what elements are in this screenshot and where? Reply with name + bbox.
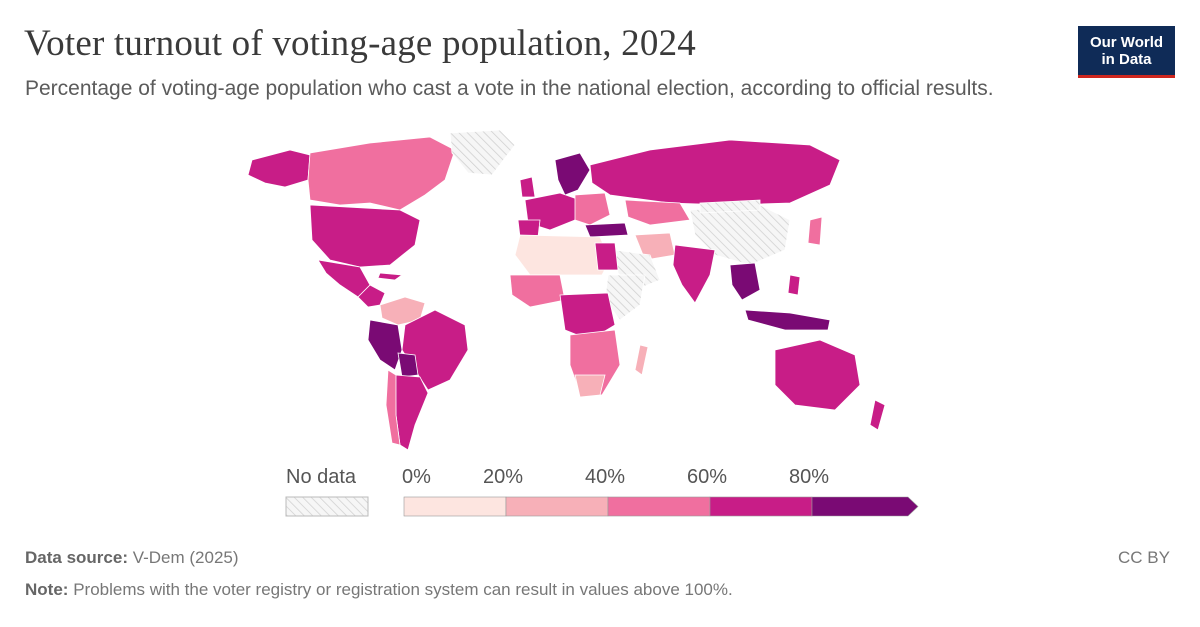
- map-region-uk[interactable]: [519, 176, 536, 198]
- legend-tick-label: 20%: [483, 466, 524, 488]
- source-label: Data source:: [25, 548, 128, 567]
- map-region-india[interactable]: [672, 244, 716, 304]
- note-label: Note:: [25, 580, 69, 599]
- map-region-egypt[interactable]: [594, 242, 619, 271]
- legend-no-data-swatch: [285, 496, 369, 517]
- map-region-greenland[interactable]: [449, 129, 516, 176]
- legend-tick-label: 80%: [789, 466, 830, 488]
- map-region-eastern-europe[interactable]: [574, 192, 611, 226]
- map-region-chile[interactable]: [385, 369, 401, 446]
- source-value[interactable]: V-Dem (2025): [132, 548, 239, 567]
- legend-tick-label: 40%: [585, 466, 626, 488]
- map-region-bolivia[interactable]: [397, 352, 419, 378]
- map-region-alaska[interactable]: [247, 149, 311, 188]
- logo-line-1: Our World: [1089, 33, 1164, 51]
- map-region-iberia[interactable]: [517, 219, 541, 238]
- map-region-peru[interactable]: [367, 319, 403, 371]
- map-region-new-zealand[interactable]: [869, 399, 886, 431]
- legend-bin-4[interactable]: [811, 496, 919, 517]
- map-region-north-africa[interactable]: [514, 234, 611, 276]
- map-region-kazakhstan[interactable]: [624, 199, 691, 226]
- map-region-madagascar[interactable]: [634, 344, 649, 376]
- map-region-russia[interactable]: [589, 139, 841, 206]
- legend-tick-label: 0%: [402, 466, 431, 488]
- map-region-southeast-asia[interactable]: [729, 262, 761, 301]
- license-badge[interactable]: CC BY: [1118, 548, 1170, 567]
- legend-tick-label: 60%: [687, 466, 728, 488]
- map-region-west-africa[interactable]: [509, 274, 566, 308]
- map-region-canada[interactable]: [307, 136, 456, 211]
- chart-note: Note: Problems with the voter registry o…: [25, 580, 733, 600]
- map-region-cuba[interactable]: [377, 272, 404, 281]
- legend-bin-3[interactable]: [709, 496, 813, 517]
- map-region-south-africa[interactable]: [574, 374, 606, 398]
- logo-line-2: in Data: [1101, 50, 1152, 68]
- map-region-philippines[interactable]: [787, 274, 801, 296]
- legend-bin-1[interactable]: [505, 496, 609, 517]
- map-region-turkey[interactable]: [584, 222, 629, 238]
- data-source: Data source: V-Dem (2025): [25, 548, 239, 568]
- map-region-central-america[interactable]: [357, 284, 386, 308]
- map-region-australia[interactable]: [774, 339, 861, 411]
- map-region-scandinavia[interactable]: [554, 152, 591, 196]
- map-region-mongolia[interactable]: [699, 199, 761, 214]
- world-map[interactable]: [230, 125, 920, 455]
- legend-bin-0[interactable]: [403, 496, 507, 517]
- chart-subtitle: Percentage of voting-age population who …: [25, 77, 994, 100]
- map-region-indonesia[interactable]: [744, 309, 831, 331]
- legend-bin-2[interactable]: [607, 496, 711, 517]
- map-region-japan[interactable]: [807, 216, 823, 246]
- chart-title: Voter turnout of voting-age population, …: [24, 23, 696, 64]
- map-region-usa[interactable]: [309, 204, 421, 268]
- map-region-argentina[interactable]: [394, 374, 429, 451]
- note-value: Problems with the voter registry or regi…: [73, 580, 733, 599]
- legend-no-data-label: No data: [286, 466, 357, 488]
- owid-logo[interactable]: Our World in Data: [1078, 26, 1175, 78]
